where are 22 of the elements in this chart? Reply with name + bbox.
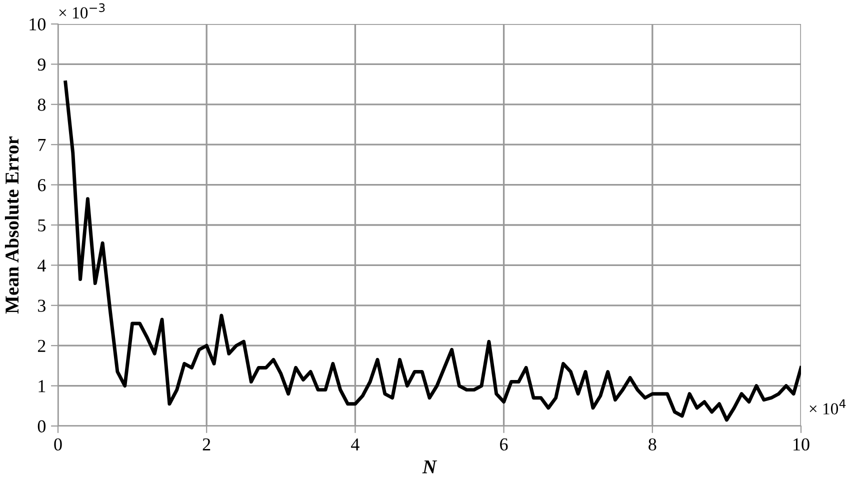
y-tick-label: 8 [38,98,46,111]
y-tick-label: 0 [38,420,46,432]
x-tick-label: 4 [351,438,360,450]
y-axis-title: Mean Absolute Error [4,136,19,314]
x-tick-label: 10 [794,438,810,451]
x-tick-label: 0 [54,438,62,451]
y-tick-label: 6 [38,179,46,192]
y-tick-label: 7 [38,139,46,151]
y-tick-label: 10 [30,18,46,30]
y-tick-label: 3 [38,300,46,312]
x-tick-label: 2 [202,438,210,450]
text: × 10$^{4}$ [810,399,846,414]
y-tick-label: 1 [38,380,46,392]
x-axis-title: N [422,460,438,474]
y-tick-label: 4 [38,260,46,272]
y-tick-label: 9 [38,58,46,71]
x-tick-label: 8 [648,438,656,451]
y-tick-label: 5 [38,219,46,232]
x-tick-label: 6 [500,438,508,451]
line-series [64,80,801,422]
y-tick-label: 2 [38,340,46,352]
text: × 10$^{−3}$ [59,3,105,18]
